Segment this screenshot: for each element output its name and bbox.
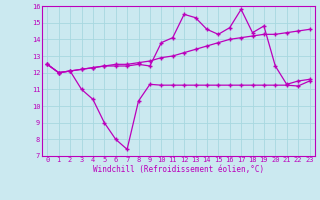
X-axis label: Windchill (Refroidissement éolien,°C): Windchill (Refroidissement éolien,°C) [93, 165, 264, 174]
